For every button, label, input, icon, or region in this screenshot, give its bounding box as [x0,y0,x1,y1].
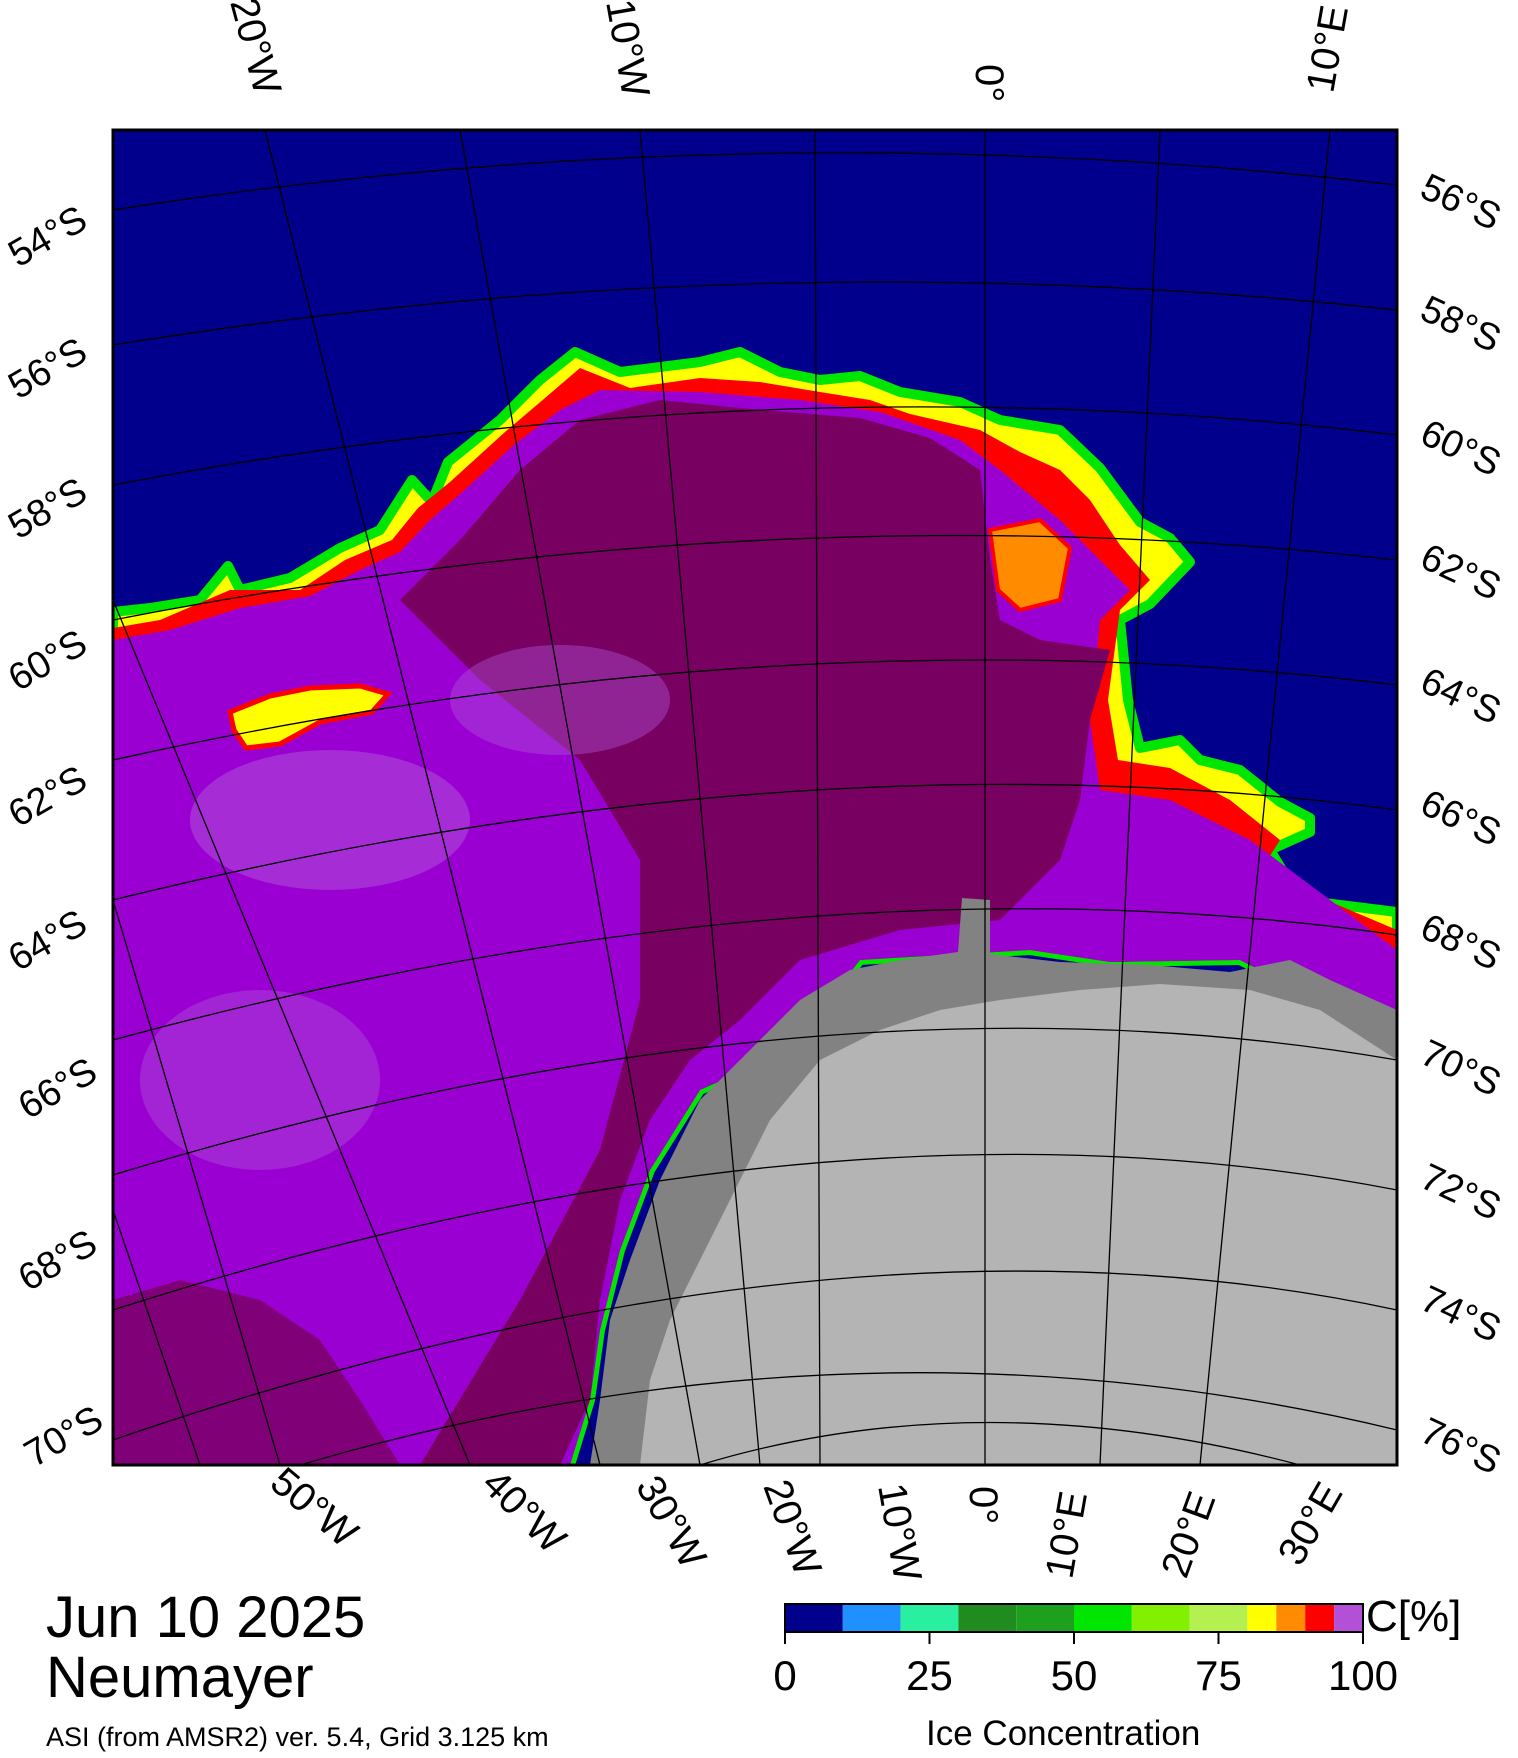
colorbar-tick-label: 100 [1327,1652,1399,1699]
lat-label: 54°S [2,198,95,276]
lat-labels-left: 54°S 56°S 58°S 60°S 62°S 64°S 66°S 68°S … [2,198,111,1476]
lon-label: 10°E [1299,2,1357,95]
lat-label: 62°S [1414,536,1507,609]
lon-label: 10°W [869,1480,929,1585]
lon-label: 30°W [627,1469,714,1576]
lon-label: 0° [967,64,1011,102]
colorbar-segment [958,1604,1017,1632]
source-label: ASI (from AMSR2) ver. 5.4, Grid 3.125 km [46,1722,549,1752]
lat-label: 70°S [18,1398,111,1476]
lat-label: 76°S [1414,1410,1507,1483]
lat-label: 72°S [1414,1156,1507,1229]
lon-labels-top: 20°W 10°W 0° 10°E [221,0,1357,102]
colorbar-unit: C[%] [1366,1592,1462,1641]
lat-label: 64°S [2,902,95,980]
lavender-patch [190,750,470,890]
lon-label: 10°W [597,0,657,101]
lat-label: 66°S [1414,782,1507,855]
colorbar-segment [1131,1604,1190,1632]
low-concentration-patch [227,683,393,751]
colorbar-segment [1189,1604,1248,1632]
lat-label: 64°S [1414,660,1507,733]
lat-label: 66°S [12,1050,105,1128]
station-label: Neumayer [46,1645,314,1710]
lat-label: 74°S [1414,1278,1507,1351]
colorbar-tick-label: 25 [906,1652,953,1699]
lat-label: 60°S [1414,412,1507,485]
lat-label: 68°S [12,1222,105,1300]
colorbar-segment [1247,1604,1277,1632]
colorbar-segment [842,1604,901,1632]
colorbar-segment [1074,1604,1132,1632]
graticule [113,130,1397,1465]
map-frame [111,128,1399,1467]
colorbar-segment [785,1604,843,1632]
lavender-patch [450,645,670,755]
colorbar-tick-label: 50 [1050,1652,1098,1699]
lat-label: 70°S [1414,1032,1507,1105]
consolidated-ice [400,400,1110,1465]
lat-label: 60°S [2,622,95,700]
colorbar-segment [1016,1604,1074,1632]
lon-labels-bottom: 50°W 40°W 30°W 20°W 10°W 0° 10°E 20°E 30… [262,1459,1351,1584]
colorbar-title: Ice Concentration [926,1714,1201,1753]
colorbar [785,1604,1363,1632]
colorbar-segment [1276,1604,1306,1632]
lon-label: 0° [961,1486,1005,1524]
colorbar-segment [1305,1604,1335,1632]
lat-label: 56°S [2,330,95,408]
lat-label: 68°S [1414,906,1507,979]
colorbar-tick-label: 0 [773,1652,797,1699]
sea-ice-map [113,130,1397,1465]
lon-label: 50°W [262,1459,366,1556]
colorbar-ticks [784,1632,1364,1644]
antarctic-continent [640,984,1397,1465]
lon-label: 20°W [755,1474,830,1582]
lat-label: 58°S [1414,288,1507,361]
colorbar-segment [900,1604,959,1632]
lon-label: 20°W [221,0,289,99]
lavender-patch [140,990,380,1170]
lon-label: 10°E [1038,1488,1096,1581]
lon-label: 40°W [474,1461,575,1562]
colorbar-segment [1334,1604,1363,1632]
lat-labels-right: 56°S 58°S 60°S 62°S 64°S 66°S 68°S 70°S … [1414,166,1507,1483]
lon-label: 30°E [1270,1475,1352,1572]
lat-label: 62°S [2,758,95,836]
eastern-ice-tongue [987,517,1073,613]
colorbar-tick-label: 75 [1195,1652,1242,1699]
lat-label: 58°S [2,470,95,548]
lat-label: 56°S [1414,166,1507,239]
lon-label: 20°E [1153,1486,1224,1583]
date-label: Jun 10 2025 [46,1585,366,1650]
